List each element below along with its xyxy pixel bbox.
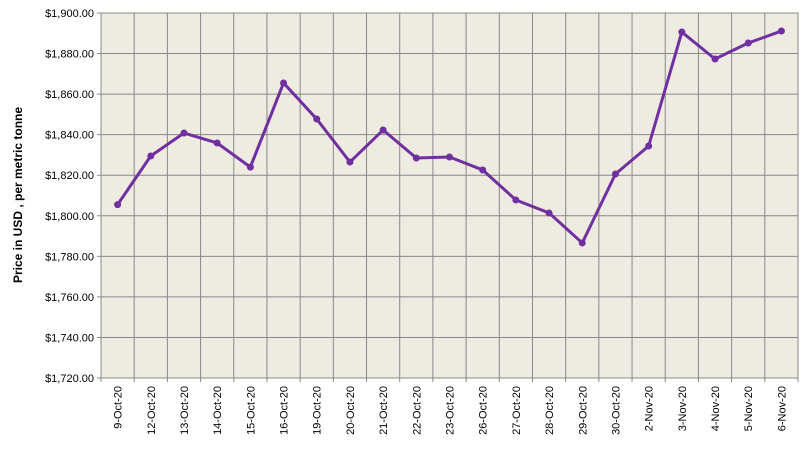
marker [711,55,719,63]
y-tick-label: $1,880.00 [45,49,94,61]
y-tick-label: $1,900.00 [45,8,94,20]
marker [611,170,619,178]
y-tick-label: $1,820.00 [45,170,94,182]
y-tick-label: $1,720.00 [45,373,94,385]
marker [114,201,122,209]
marker [280,79,288,87]
marker [578,239,586,247]
x-tick-label: 14-Oct-20 [212,386,224,435]
x-tick-label: 15-Oct-20 [245,386,257,435]
marker [379,126,387,134]
x-tick-label: 28-Oct-20 [544,386,556,435]
x-tick-label: 22-Oct-20 [411,386,423,435]
marker [645,142,653,150]
x-tick-label: 29-Oct-20 [577,386,589,435]
x-tick-label: 13-Oct-20 [179,386,191,435]
marker [313,115,321,123]
y-tick-label: $1,800.00 [45,211,94,223]
marker [246,163,254,171]
y-axis-label: Price in USD , per metric tonne [11,107,25,283]
y-tick-label: $1,860.00 [45,89,94,101]
marker [446,153,453,161]
marker [213,139,221,147]
marker [479,166,487,174]
x-tick-label: 5-Nov-20 [743,386,755,431]
marker [412,154,420,162]
marker [180,129,188,137]
x-tick-label: 19-Oct-20 [312,386,324,435]
x-tick-label: 16-Oct-20 [279,386,291,435]
y-tick-label: $1,780.00 [45,251,94,263]
marker [512,196,520,204]
marker [744,39,752,47]
y-tick-label: $1,740.00 [45,332,94,344]
plot-area [100,12,799,379]
marker [678,28,686,36]
x-tick-label: 6-Nov-20 [776,386,788,431]
y-tick-label: $1,760.00 [45,292,94,304]
x-tick-label: 30-Oct-20 [610,386,622,435]
marker [545,209,553,217]
x-tick-label: 20-Oct-20 [345,386,357,435]
y-tick-label: $1,840.00 [45,130,94,142]
x-tick-label: 23-Oct-20 [445,386,457,435]
x-tick-label: 27-Oct-20 [511,386,523,435]
x-tick-label: 2-Nov-20 [644,386,656,431]
x-tick-label: 4-Nov-20 [710,386,722,431]
marker [346,158,354,166]
x-tick-label: 9-Oct-20 [113,386,125,429]
marker [147,152,155,160]
x-tick-label: 21-Oct-20 [378,386,390,435]
marker [777,27,785,35]
x-tick-label: 26-Oct-20 [478,386,490,435]
x-tick-label: 3-Nov-20 [677,386,689,431]
x-tick-label: 12-Oct-20 [146,386,158,435]
